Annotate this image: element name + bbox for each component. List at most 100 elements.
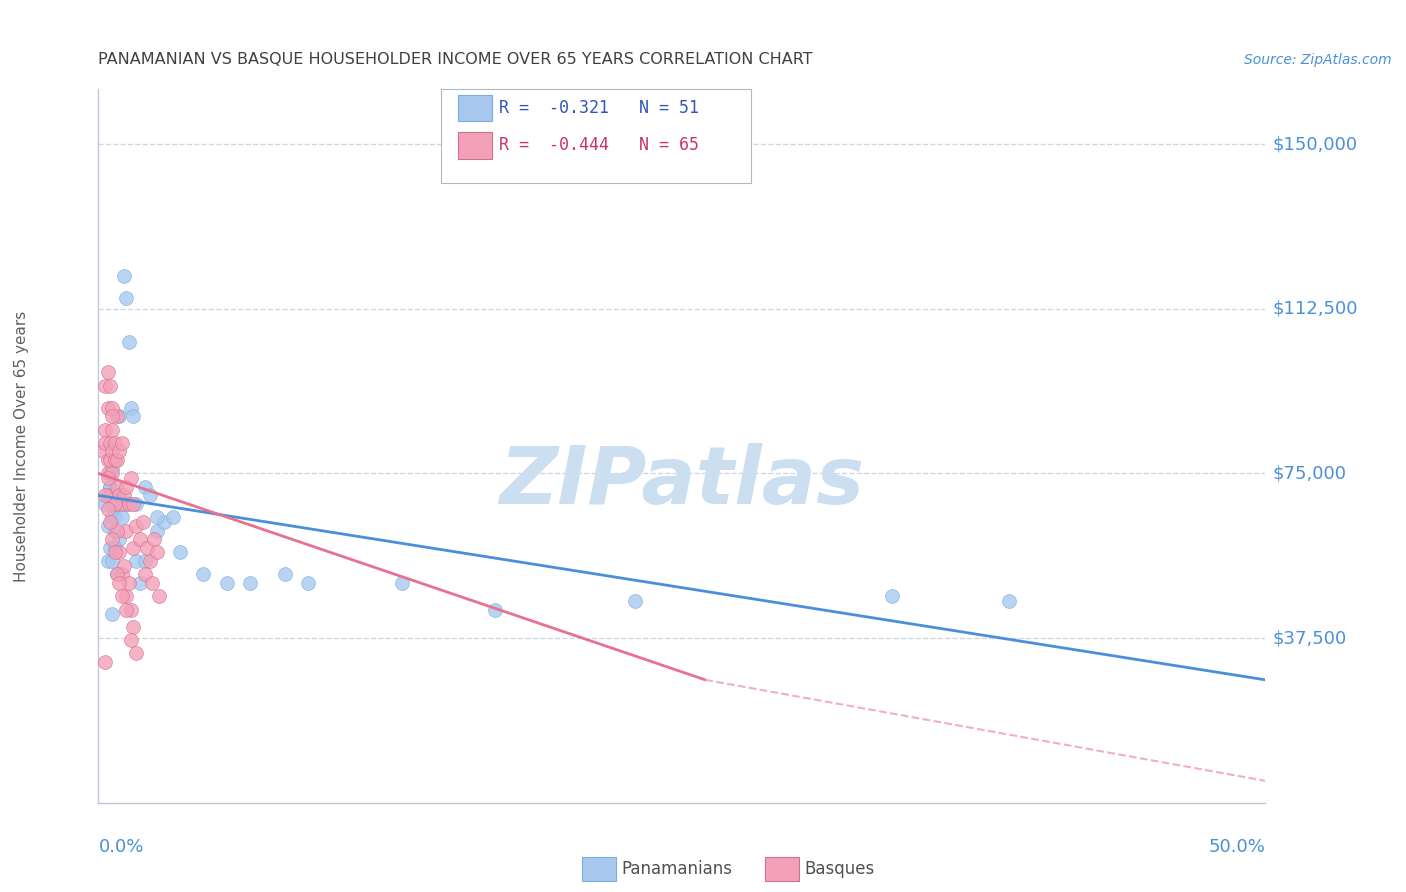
Point (111, 497, 134, 511)
Point (98, 480, 121, 494)
Text: $150,000: $150,000 (1272, 135, 1358, 153)
Point (111, 567, 134, 582)
Point (101, 607, 124, 621)
Point (98, 453, 121, 467)
Point (105, 497, 128, 511)
Point (108, 488, 131, 502)
Text: Householder Income Over 65 years: Householder Income Over 65 years (14, 310, 28, 582)
Point (108, 444, 131, 458)
Point (112, 488, 135, 502)
Point (134, 554, 156, 568)
Point (97, 519, 120, 533)
Point (125, 647, 148, 661)
Point (152, 515, 174, 529)
Point (143, 533, 166, 547)
Text: Panamanians: Panamanians (621, 860, 733, 878)
Point (118, 576, 141, 591)
Point (120, 633, 142, 648)
Point (104, 510, 127, 524)
Point (94, 655, 117, 669)
Point (193, 567, 215, 582)
Text: Source: ZipAtlas.com: Source: ZipAtlas.com (1244, 53, 1392, 67)
Text: $112,500: $112,500 (1272, 300, 1358, 318)
Point (105, 488, 128, 502)
Point (139, 554, 162, 568)
Point (125, 519, 148, 533)
Point (129, 533, 152, 547)
Point (111, 435, 134, 450)
Point (97, 401, 120, 415)
Text: R =  -0.321   N = 51: R = -0.321 N = 51 (499, 99, 699, 117)
Point (104, 545, 127, 559)
Point (104, 541, 127, 555)
Point (101, 554, 124, 568)
Point (94, 378, 117, 392)
Point (122, 497, 145, 511)
Point (274, 567, 297, 582)
Point (108, 576, 131, 591)
Point (97, 501, 120, 516)
Point (101, 444, 124, 458)
Point (104, 497, 127, 511)
Point (98, 541, 121, 555)
Point (101, 533, 124, 547)
Point (94, 488, 117, 502)
Point (169, 545, 191, 559)
Point (91, 444, 114, 458)
Point (125, 554, 148, 568)
Point (94, 497, 117, 511)
Point (108, 409, 131, 424)
Point (104, 453, 127, 467)
Point (94, 423, 117, 437)
Point (101, 423, 124, 437)
Point (120, 602, 142, 616)
Point (146, 510, 169, 524)
Point (98, 480, 121, 494)
Point (484, 602, 506, 616)
Point (104, 435, 127, 450)
Point (115, 497, 138, 511)
Point (146, 524, 169, 538)
Point (108, 533, 131, 547)
Point (105, 480, 128, 494)
Point (122, 409, 145, 424)
Point (98, 467, 121, 481)
Point (132, 515, 155, 529)
Point (134, 567, 156, 582)
Point (104, 524, 127, 538)
Point (139, 488, 162, 502)
Point (115, 524, 138, 538)
Text: PANAMANIAN VS BASQUE HOUSEHOLDER INCOME OVER 65 YEARS CORRELATION CHART: PANAMANIAN VS BASQUE HOUSEHOLDER INCOME … (98, 52, 813, 67)
Point (624, 594, 647, 608)
Point (118, 497, 141, 511)
Point (101, 401, 124, 415)
Point (105, 567, 128, 582)
Point (136, 541, 159, 555)
Point (129, 576, 152, 591)
Point (112, 558, 135, 573)
Point (97, 467, 120, 481)
Point (97, 488, 120, 502)
Point (134, 480, 156, 494)
Text: 50.0%: 50.0% (1209, 838, 1265, 856)
Point (101, 409, 124, 424)
Text: Basques: Basques (804, 860, 875, 878)
Point (115, 480, 138, 494)
Point (162, 510, 184, 524)
Point (122, 620, 145, 634)
Point (111, 590, 134, 604)
Point (98, 488, 121, 502)
Point (115, 602, 138, 616)
Text: $75,000: $75,000 (1272, 465, 1347, 483)
Point (118, 334, 141, 349)
Point (97, 554, 120, 568)
Point (997, 594, 1019, 608)
Point (101, 462, 124, 476)
Point (122, 541, 145, 555)
Point (94, 435, 117, 450)
Point (120, 401, 142, 415)
Point (146, 545, 169, 559)
Point (111, 510, 134, 524)
Point (104, 453, 127, 467)
Point (112, 268, 135, 283)
